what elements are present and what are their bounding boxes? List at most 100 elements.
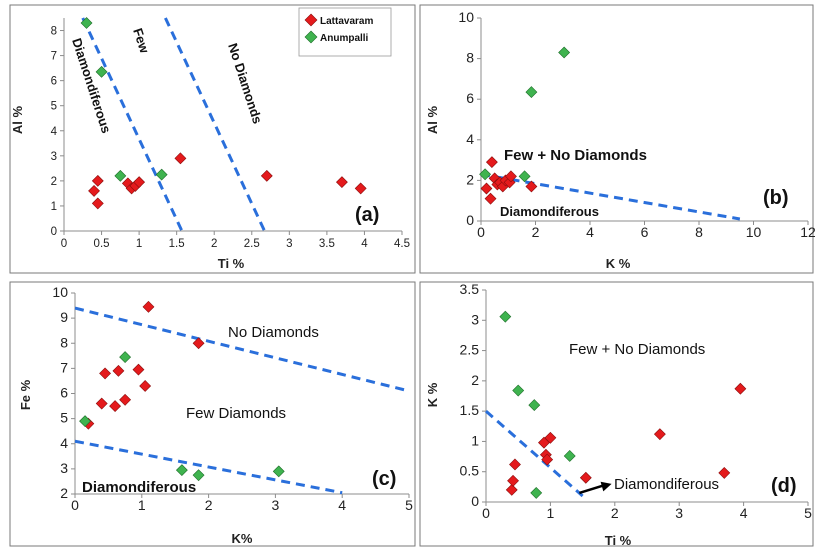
panel-a-point-lattavaram: [354, 182, 367, 195]
panel-c-point-lattavaram: [132, 363, 145, 376]
panel-a-y-tick-label: 7: [51, 51, 57, 63]
panel-c-x-tick-label: 3: [272, 497, 280, 513]
panel-d-point-lattavaram: [541, 453, 554, 466]
panel-c-x-tick-label: 5: [405, 497, 413, 513]
panel-c-y-tick-label: 4: [60, 435, 68, 451]
panel-b-point-lattavaram: [505, 170, 517, 183]
panel-c-point-anumpalli: [119, 351, 132, 363]
panel-b-ylabel: Al %: [425, 105, 440, 134]
panel-a-ylabel: Al %: [10, 105, 25, 134]
panel-b-x-tick-label: 4: [586, 224, 594, 240]
panel-c-y-tick-label: 8: [60, 334, 68, 350]
panel-a-legend: Lattavaram Anumpalli: [298, 7, 392, 57]
panel-b-x-tick-label: 0: [477, 224, 485, 240]
panel-a-point-lattavaram: [91, 197, 104, 210]
panel-b-frame: [419, 4, 814, 274]
panel-c-boundary-line: [74, 439, 343, 495]
panel-a-point-anumpalli: [114, 169, 127, 182]
panel-d-point-anumpalli: [530, 486, 543, 499]
panel-c-point-lattavaram: [99, 367, 111, 380]
panel-b-x-tick-label: 12: [800, 224, 815, 240]
panel-b-x-tick-label: 10: [746, 224, 762, 240]
panel-c-y-tick-label: 7: [60, 359, 68, 375]
panel-d-x-tick-label: 3: [675, 505, 683, 521]
panel-b-tag: (b): [763, 187, 789, 209]
panel-c-point-anumpalli: [192, 469, 205, 482]
panel-d-x-tick-label: 1: [547, 505, 555, 521]
legend-marker-lattavaram: [304, 13, 318, 27]
panel-d-tag: (d): [771, 475, 797, 497]
panel-d-y-tick-label: 3.5: [460, 281, 480, 297]
panel-c-ylabel: Fe %: [18, 379, 33, 410]
panel-c-x-tick-label: 4: [338, 497, 346, 513]
panel-a-x-tick-label: 4: [361, 238, 368, 250]
panel-b-boundary-line: [480, 172, 741, 221]
panel-a-y-tick-label: 6: [51, 76, 57, 88]
panel-d-point-lattavaram: [505, 483, 518, 496]
panel-a-point-lattavaram: [260, 169, 273, 182]
panel-a-x-tick-label: 3: [286, 238, 292, 250]
panel-b-point-anumpalli: [518, 170, 531, 183]
panel-c-y-tick-label: 9: [60, 309, 68, 325]
panel-c-point-lattavaram: [95, 397, 108, 410]
panel-b-point-anumpalli: [525, 86, 538, 99]
panel-a-legend-box: [298, 7, 392, 57]
panel-a-y-tick-label: 4: [51, 126, 58, 138]
panel-d-x-tick-label: 4: [740, 505, 748, 521]
panel-d-point-lattavaram: [544, 431, 557, 444]
panel-b-point-lattavaram: [485, 156, 498, 169]
panel-d-point-anumpalli: [499, 310, 512, 323]
panel-d-point-lattavaram: [579, 471, 592, 484]
panel-d-y-tick-label: 1.5: [460, 402, 480, 418]
panel-d-point-lattavaram: [509, 458, 521, 471]
panel-c-point-lattavaram: [142, 300, 155, 313]
panel-c-zone-few-diamonds: Few Diamonds: [186, 405, 286, 422]
panel-b-y-tick-label: 6: [466, 90, 474, 106]
panel-b-zone-diamondiferous: Diamondiferous: [500, 204, 599, 219]
panel-a-point-lattavaram: [133, 176, 146, 189]
panel-d-xlabel: Ti %: [605, 533, 632, 548]
legend-label-lattavaram: Lattavaram: [320, 16, 373, 27]
panel-a-x-tick-label: 1: [136, 238, 142, 250]
panel-a-boundary-line: [164, 17, 266, 232]
panel-b-point-anumpalli: [479, 168, 492, 181]
panel-a-x-tick-label: 1.5: [169, 238, 185, 250]
panel-d-y-tick-label: 2.5: [460, 342, 480, 358]
panel-d-point-lattavaram: [734, 382, 747, 395]
panel-b-point-lattavaram: [484, 192, 497, 205]
panel-c-y-tick-label: 10: [52, 284, 68, 300]
panel-d-point-lattavaram: [653, 428, 666, 441]
panel-a-point-anumpalli: [80, 17, 93, 29]
panel-c-point-lattavaram: [109, 400, 122, 412]
panel-b-x-tick-label: 2: [532, 224, 540, 240]
panel-b-y-tick-label: 2: [466, 171, 474, 187]
panel-a-point-lattavaram: [174, 152, 187, 165]
panel-c-point-lattavaram: [192, 337, 205, 350]
panel-d-arrow-head: [600, 481, 612, 492]
panel-a-tag: (a): [355, 204, 379, 226]
panel-a-point-lattavaram: [88, 184, 100, 197]
panel-d-y-tick-label: 3: [471, 311, 479, 327]
panel-a-x-tick-label: 2.5: [244, 238, 260, 250]
panel-a-y-tick-label: 1: [51, 201, 57, 213]
panel-b-y-tick-label: 10: [458, 9, 474, 25]
panel-c-point-anumpalli: [79, 415, 91, 428]
panel-a-y-tick-label: 2: [51, 176, 57, 188]
panel-c-frame: [9, 281, 416, 547]
panel-d-point-lattavaram: [718, 467, 731, 479]
panel-d-y-tick-label: 0.5: [460, 463, 480, 479]
panel-b-zone-few-no-diamonds: Few + No Diamonds: [504, 147, 647, 164]
panel-a-y-tick-label: 5: [51, 101, 57, 113]
panel-d-x-tick-label: 0: [482, 505, 490, 521]
panel-b-point-lattavaram: [525, 180, 538, 193]
panel-c-y-tick-label: 6: [60, 385, 68, 401]
panel-d-point-anumpalli: [563, 450, 576, 462]
panel-d-zone-diamondiferous: Diamondiferous: [614, 476, 719, 493]
panel-d-arrow-shaft: [579, 483, 606, 495]
panel-d-point-lattavaram: [507, 474, 519, 487]
panel-a-point-anumpalli: [95, 65, 108, 78]
panel-d-zone-few-no-diamonds: Few + No Diamonds: [569, 341, 705, 358]
panel-c-x-tick-label: 0: [71, 497, 79, 513]
panel-c-point-lattavaram: [119, 393, 132, 406]
